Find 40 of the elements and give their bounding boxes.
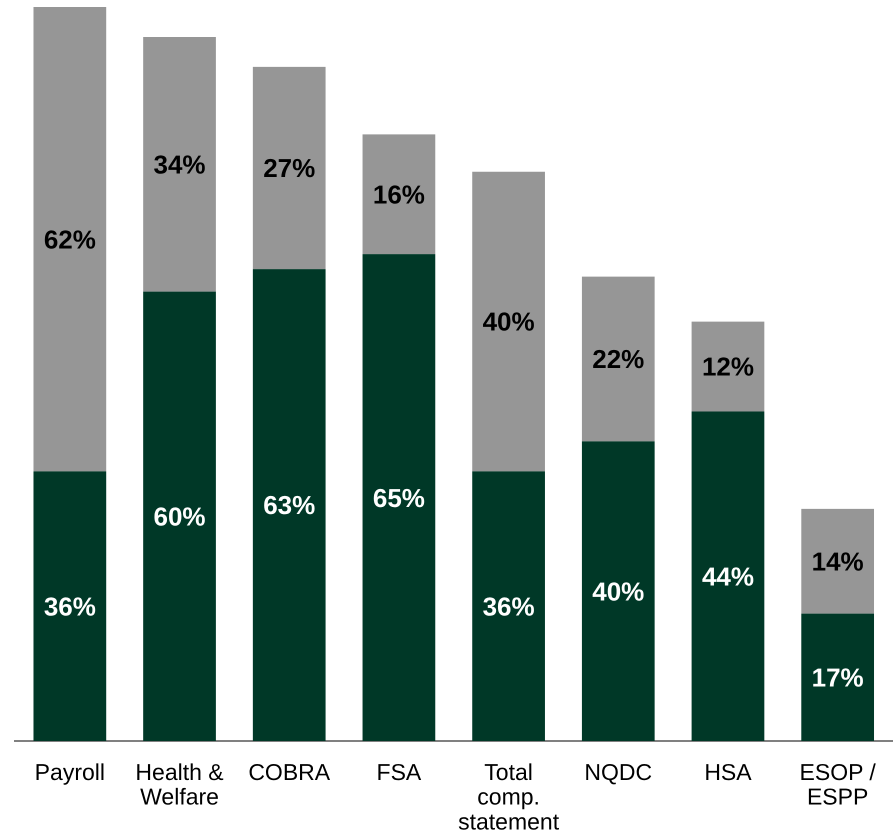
bar [692,411,764,741]
data-label: 14% [812,546,864,576]
data-label: 17% [812,662,864,693]
x-tick-label: Payroll [34,758,105,785]
bar [582,276,655,442]
bar [362,254,436,741]
x-tick-label: Total comp. statement [458,758,560,834]
data-label: 60% [154,501,206,532]
x-tick-label: Health & Welfare [135,758,224,810]
x-tick-label: COBRA [248,758,331,785]
data-label: 40% [482,306,535,337]
bar [362,134,436,254]
data-label: 22% [592,344,644,374]
bar [252,269,326,741]
data-label: 34% [154,149,206,180]
bar [33,7,106,472]
data-label: 40% [592,576,644,606]
bar [143,36,216,292]
x-tick-label: HSA [704,758,752,785]
x-tick-label: NQDC [584,758,652,785]
data-label: 36% [482,591,535,622]
bar [801,508,874,614]
bar [472,172,545,472]
x-tick-label: FSA [376,758,422,785]
bar [582,441,655,741]
data-label: 65% [372,482,425,513]
bar [143,292,216,741]
bar [33,471,106,741]
bar [692,322,764,412]
data-label: 62% [44,224,96,254]
data-label: 12% [702,352,754,382]
data-label: 16% [372,179,425,210]
x-tick-label: ESOP / ESPP [800,758,876,810]
bar [801,614,874,741]
bar [472,471,545,741]
data-label: 27% [263,153,316,184]
data-label: 63% [263,490,316,520]
bar [252,66,326,270]
data-label: 36% [44,591,96,622]
data-label: 44% [702,561,754,592]
